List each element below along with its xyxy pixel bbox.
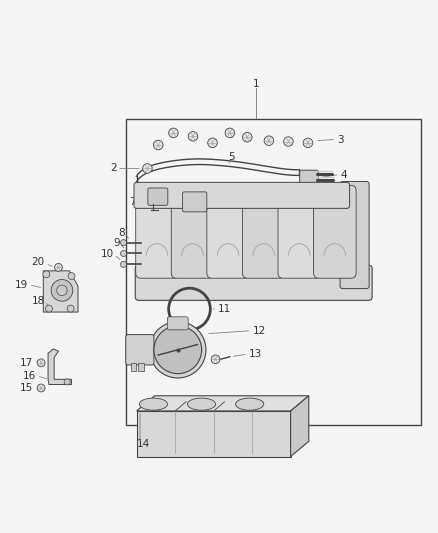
FancyBboxPatch shape [135, 265, 372, 300]
Circle shape [37, 384, 45, 392]
Polygon shape [137, 396, 309, 411]
Circle shape [188, 132, 198, 141]
Text: 4: 4 [340, 169, 347, 180]
Circle shape [37, 359, 45, 367]
Circle shape [120, 251, 127, 256]
Circle shape [120, 261, 127, 268]
Circle shape [68, 272, 75, 279]
Circle shape [55, 263, 62, 271]
Text: 1: 1 [253, 79, 259, 90]
FancyBboxPatch shape [148, 188, 168, 205]
Polygon shape [43, 271, 78, 312]
Circle shape [153, 140, 163, 150]
Text: 2: 2 [110, 164, 117, 173]
Circle shape [208, 138, 217, 148]
FancyBboxPatch shape [242, 185, 285, 278]
Polygon shape [290, 396, 309, 457]
FancyBboxPatch shape [300, 170, 318, 193]
Circle shape [67, 305, 74, 312]
Circle shape [169, 128, 178, 138]
Text: 12: 12 [252, 326, 266, 336]
Circle shape [211, 355, 220, 364]
Text: 3: 3 [337, 135, 344, 145]
Circle shape [51, 279, 73, 301]
Text: 10: 10 [101, 249, 114, 260]
Circle shape [303, 138, 313, 148]
Circle shape [150, 321, 206, 378]
FancyBboxPatch shape [340, 181, 369, 289]
Circle shape [143, 164, 152, 173]
Ellipse shape [139, 398, 167, 410]
Text: 7: 7 [129, 197, 136, 207]
Text: 11: 11 [218, 304, 231, 314]
FancyBboxPatch shape [207, 185, 249, 278]
Circle shape [242, 132, 252, 142]
Bar [137, 411, 290, 457]
FancyBboxPatch shape [278, 185, 321, 278]
FancyBboxPatch shape [167, 317, 188, 330]
FancyBboxPatch shape [183, 192, 207, 212]
Text: 8: 8 [118, 228, 124, 238]
Bar [126, 119, 421, 425]
Text: 14: 14 [137, 439, 150, 449]
Polygon shape [48, 349, 71, 384]
Text: 16: 16 [23, 371, 36, 381]
Circle shape [43, 271, 50, 278]
Circle shape [64, 379, 70, 385]
FancyBboxPatch shape [136, 185, 178, 278]
Bar [138, 363, 144, 370]
Text: 19: 19 [15, 280, 28, 290]
Text: 15: 15 [20, 383, 33, 393]
Text: 6: 6 [161, 201, 168, 212]
Circle shape [57, 285, 67, 296]
FancyBboxPatch shape [134, 182, 350, 208]
Text: 9: 9 [113, 238, 120, 248]
FancyBboxPatch shape [126, 335, 154, 365]
Text: 5: 5 [228, 152, 234, 162]
Circle shape [154, 326, 201, 374]
Circle shape [284, 137, 293, 147]
Circle shape [46, 305, 53, 312]
Ellipse shape [236, 398, 264, 410]
Ellipse shape [187, 398, 215, 410]
Circle shape [264, 136, 274, 146]
FancyBboxPatch shape [171, 185, 214, 278]
Text: 17: 17 [20, 358, 33, 368]
Circle shape [225, 128, 235, 138]
Text: 18: 18 [32, 296, 45, 306]
FancyBboxPatch shape [314, 185, 356, 278]
Text: 13: 13 [248, 349, 262, 359]
Circle shape [120, 240, 127, 246]
Bar [131, 363, 136, 370]
Text: 20: 20 [32, 257, 45, 267]
